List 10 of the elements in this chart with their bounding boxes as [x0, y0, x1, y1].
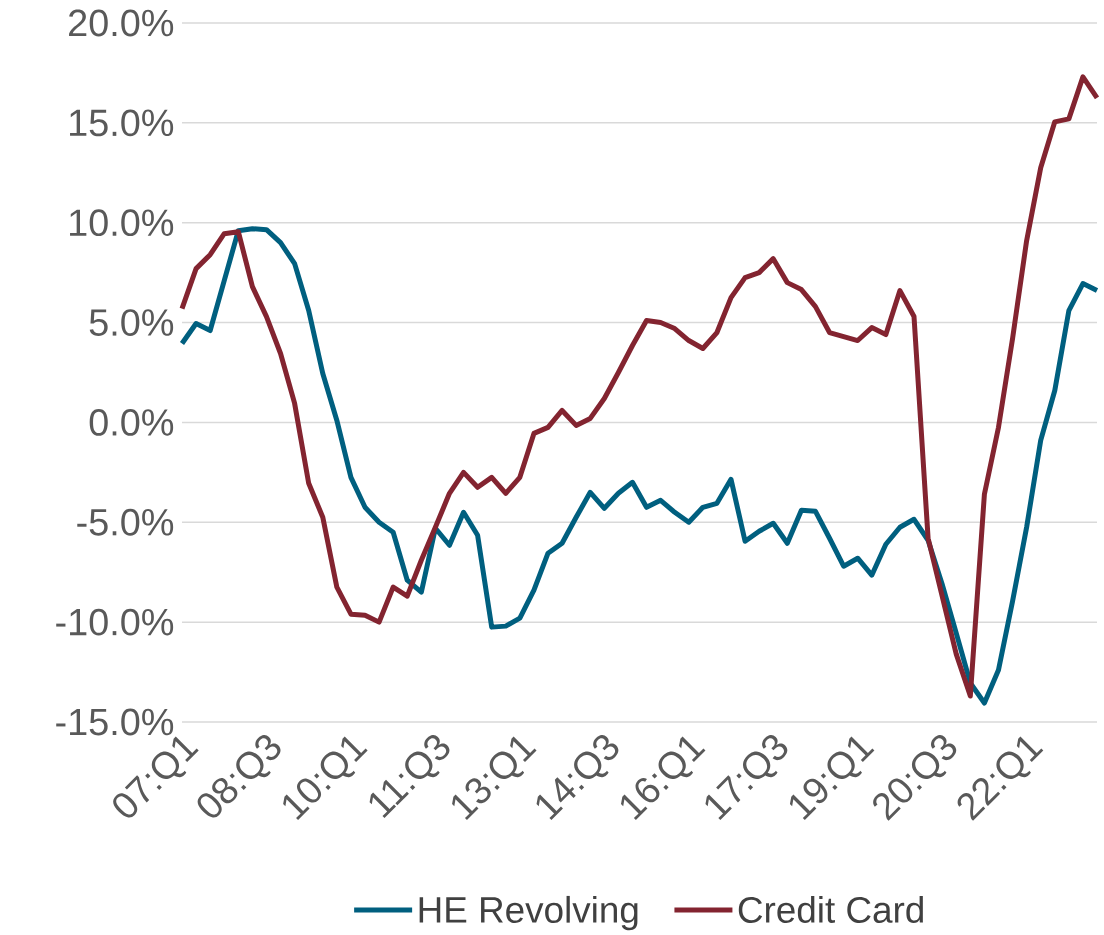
y-tick-label: 20.0%	[69, 9, 174, 37]
y-tick-label: 0.0%	[89, 409, 174, 436]
y-tick-label: -15.0%	[56, 708, 174, 736]
y-tick-label: 10.0%	[70, 209, 174, 237]
legend-label: HE Revolving	[419, 895, 638, 931]
y-tick-label: -10.0%	[56, 608, 174, 636]
y-tick-label: 15.0%	[70, 109, 174, 137]
y-tick-label: 5.0%	[89, 309, 174, 336]
legend-label: Credit Card	[738, 895, 923, 923]
y-tick-label: -5.0%	[77, 508, 174, 536]
